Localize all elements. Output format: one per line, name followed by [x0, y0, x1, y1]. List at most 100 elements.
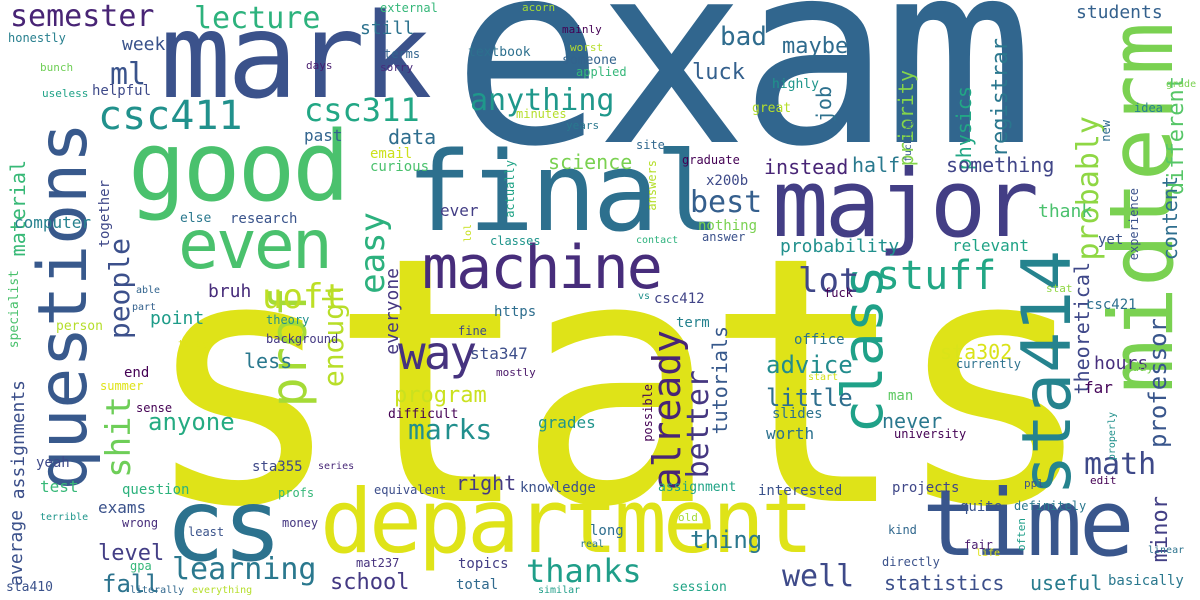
word-man: man — [888, 388, 914, 404]
word-ml: ml — [110, 57, 147, 92]
word-wrong: wrong — [122, 516, 159, 530]
word-semester: semester — [10, 0, 155, 34]
word-registrar: registrar — [988, 38, 1013, 158]
word-people: people — [103, 238, 136, 340]
word-slides: slides — [772, 406, 823, 422]
word-topics: topics — [458, 556, 509, 572]
word-worst: worst — [570, 41, 604, 54]
word-point: point — [150, 308, 205, 329]
word-best: best — [690, 185, 763, 220]
word-something: something — [946, 153, 1055, 177]
word-together: together — [97, 180, 113, 248]
word-cs: cs — [165, 467, 282, 584]
word-sorry: sorry — [380, 61, 414, 74]
word-uoft: uoft — [262, 277, 344, 317]
word-level: level — [98, 541, 165, 566]
word-hard: hard — [1080, 450, 1082, 451]
word-question: question — [122, 482, 190, 498]
word-quite: quite — [960, 499, 1003, 515]
word-linear: linear — [1148, 545, 1185, 556]
word-sense: sense — [136, 401, 173, 415]
word-sta347: sta347 — [470, 344, 528, 363]
word-program: program — [394, 383, 487, 408]
word-background: background — [266, 332, 339, 346]
word-money: money — [282, 516, 319, 530]
word-professor: professor — [1144, 318, 1172, 449]
word-ppl: ppl — [1024, 477, 1044, 490]
word-helpful: helpful — [92, 83, 152, 99]
word-textbook: textbook — [468, 45, 531, 60]
word-grades: grades — [538, 413, 596, 432]
word-mostly: mostly — [496, 366, 536, 379]
word-even: even — [178, 206, 333, 285]
word-real: real — [580, 539, 605, 550]
word-advice: advice — [766, 351, 853, 379]
word-bad: bad — [720, 22, 767, 52]
word-lot: lot — [798, 261, 860, 301]
word-yet: yet — [1098, 232, 1124, 248]
word-thanks: thanks — [526, 552, 642, 590]
word-able: able — [136, 285, 161, 296]
word-final: final — [406, 128, 721, 256]
word-knowledge: knowledge — [520, 480, 596, 496]
word-long: long — [590, 523, 624, 539]
word-csc412: csc412 — [654, 291, 705, 307]
word-lol: lol — [463, 224, 474, 243]
word-math: math — [1084, 447, 1157, 482]
word-difficult: difficult — [388, 407, 459, 422]
word-experience: experience — [1127, 188, 1141, 261]
word-far: far — [1084, 378, 1113, 397]
word-someone: someone — [562, 53, 617, 68]
word-contact: contact — [636, 235, 679, 246]
word-definitely: definitely — [1014, 499, 1087, 513]
word-sta410: sta410 — [6, 580, 53, 595]
word-fuck: fuck — [824, 286, 853, 300]
word-interested: interested — [758, 483, 843, 499]
word-everyone: everyone — [382, 268, 403, 355]
word-marks: marks — [408, 413, 493, 446]
word-nothing: nothing — [698, 218, 758, 234]
word-right: right — [456, 471, 517, 495]
word-good: good — [128, 111, 350, 223]
word-material: material — [6, 160, 30, 257]
word-new: new — [1099, 120, 1113, 142]
word-day: day — [1132, 360, 1154, 374]
word-possible: possible — [641, 384, 655, 442]
word-students: students — [1076, 2, 1163, 23]
word-basically: basically — [1108, 573, 1184, 589]
word-luck: luck — [692, 60, 745, 85]
word-life: life — [976, 548, 1001, 559]
word-fall: fall — [102, 570, 160, 598]
word-old: old — [678, 511, 698, 524]
word-statistics: statistics — [884, 571, 1005, 595]
word-actually: actually — [503, 160, 517, 218]
word-hours: hours — [1094, 353, 1149, 374]
word-https: https — [494, 304, 537, 320]
word-summer: summer — [100, 379, 144, 393]
word-terrible: terrible — [40, 512, 89, 523]
word-maybe: maybe — [782, 34, 849, 59]
word-assignment: assignment — [658, 480, 737, 495]
word-total: total — [456, 577, 499, 593]
word-x200b: x200b — [706, 173, 749, 189]
word-exam: exam — [452, 0, 1035, 202]
word-ever: ever — [440, 201, 479, 220]
word-least: least — [188, 525, 225, 539]
word-csc311: csc311 — [304, 91, 420, 129]
word-thank: thank — [1038, 201, 1093, 222]
word-applied: applied — [576, 65, 627, 79]
word-past: past — [304, 126, 343, 145]
word-today: today — [178, 339, 209, 350]
word-days: days — [306, 59, 333, 72]
word-equivalent: equivalent — [374, 483, 447, 497]
word-mark: mark — [160, 0, 432, 125]
word-term: term — [676, 315, 710, 331]
word-properly: properly — [1107, 412, 1118, 461]
word-session: session — [672, 580, 727, 595]
word-stat: stat — [1046, 282, 1073, 295]
word-fucking: fucking — [903, 120, 914, 163]
word-csc421: csc421 — [1086, 297, 1137, 313]
word-relevant: relevant — [952, 236, 1030, 255]
word-mat237: mat237 — [356, 556, 400, 570]
